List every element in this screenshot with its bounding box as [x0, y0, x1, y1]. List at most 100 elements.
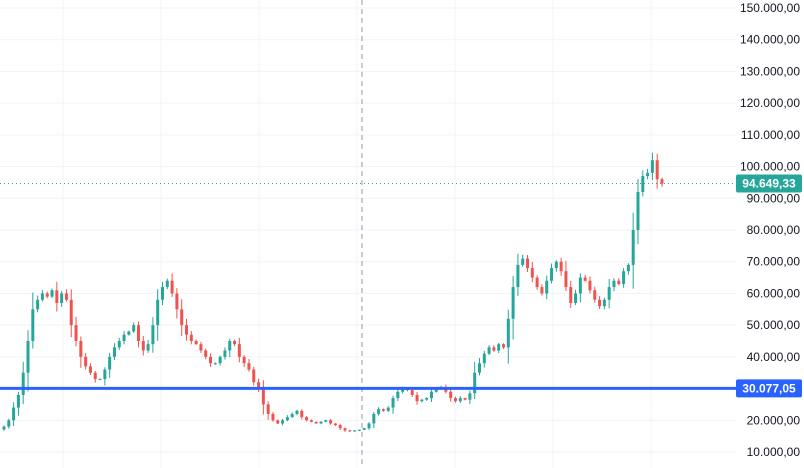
y-tick-label: 140.000,00 [740, 33, 800, 47]
candle [497, 342, 501, 354]
candle [453, 396, 457, 403]
candle [506, 309, 510, 364]
candle-body [136, 325, 140, 341]
candle-body [324, 420, 328, 422]
candle [578, 273, 582, 303]
candle [617, 278, 621, 286]
candle [117, 337, 121, 350]
candle [377, 407, 381, 416]
y-tick-label: 120.000,00 [740, 96, 800, 110]
candle-body [314, 421, 318, 424]
candle-body [84, 356, 88, 367]
candle [526, 255, 530, 272]
candle-body [165, 280, 169, 288]
candle-body [607, 287, 611, 300]
candle-body [122, 334, 126, 341]
candle-body [55, 290, 59, 303]
candle-body [545, 280, 549, 294]
candle-body [348, 430, 352, 432]
candle-body [175, 293, 179, 310]
candle [276, 419, 280, 425]
candle [583, 275, 587, 282]
y-tick-label: 110.000,00 [741, 128, 800, 142]
price-axis[interactable]: 10.000,0020.000,0030.000,0040.000,0050.0… [740, 1, 800, 459]
candle-body [550, 268, 554, 281]
candle-body [319, 421, 323, 424]
candle [425, 397, 429, 401]
candle-body [276, 420, 280, 424]
candle [281, 418, 285, 426]
candle [492, 345, 496, 352]
candle-body [209, 356, 213, 364]
candle [122, 330, 126, 345]
candle [324, 419, 328, 423]
candle-body [281, 420, 285, 424]
candle-body [88, 366, 92, 373]
candle [343, 427, 347, 432]
candle [348, 429, 352, 432]
candle [50, 288, 54, 299]
candle [574, 289, 578, 305]
candle [45, 291, 49, 299]
candle [209, 353, 213, 367]
candle-body [266, 404, 270, 414]
candle [602, 297, 606, 310]
candle [482, 350, 486, 368]
candle [266, 401, 270, 420]
candle-body [650, 160, 654, 173]
candle [329, 418, 333, 425]
candle-body [631, 230, 635, 265]
candle-body [189, 334, 193, 341]
candle [2, 425, 6, 431]
candle [180, 299, 184, 336]
candle-body [69, 299, 73, 326]
candle-body [112, 347, 116, 357]
candle-body [646, 172, 650, 177]
candle-body [362, 428, 366, 430]
candle [535, 275, 539, 290]
candle-body [228, 341, 232, 351]
candle [305, 416, 309, 422]
candle-body [353, 430, 357, 432]
candle [228, 338, 232, 358]
candle [84, 352, 88, 370]
candle [314, 421, 318, 424]
candle-body [511, 287, 515, 319]
candle [622, 268, 626, 288]
candle-body [588, 280, 592, 291]
horizontal-line-badge: 30.077,05 [736, 379, 802, 398]
candle [391, 395, 395, 414]
candle-body [578, 277, 582, 294]
candle-body [204, 350, 208, 357]
candle-body [429, 391, 433, 399]
candle-body [108, 356, 112, 370]
candle-body [160, 287, 164, 300]
candle [429, 388, 433, 402]
candle-body [156, 299, 160, 326]
candle [362, 427, 366, 431]
candle [598, 296, 602, 309]
candle-body [50, 290, 54, 297]
candle [521, 254, 525, 267]
candle-body [463, 398, 467, 400]
candle [175, 288, 179, 319]
candle-body [391, 398, 395, 408]
candle-body [598, 299, 602, 307]
candle-body [7, 420, 11, 427]
candle [588, 276, 592, 294]
candle-body [180, 309, 184, 326]
candle [93, 370, 97, 383]
candle-body [60, 293, 64, 303]
candle-body [146, 344, 150, 351]
candle-body [569, 287, 573, 303]
y-tick-label: 40.000,00 [747, 350, 801, 364]
candle-body [516, 264, 520, 288]
horizontal-line-badge-label: 30.077,05 [742, 381, 796, 395]
candle-body [540, 287, 544, 294]
candle-body [410, 390, 414, 395]
candle [516, 253, 520, 296]
candle [261, 380, 265, 415]
candle-body [132, 325, 136, 332]
